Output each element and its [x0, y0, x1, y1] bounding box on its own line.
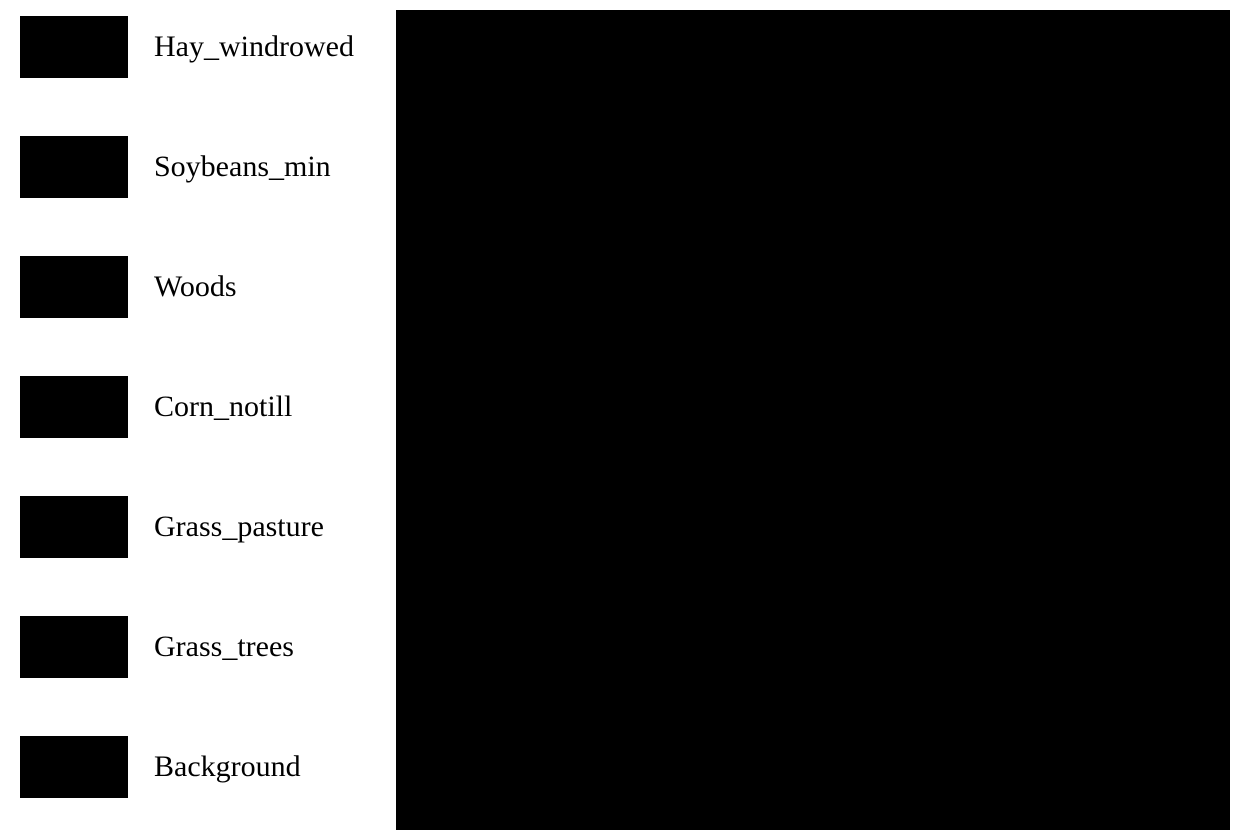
legend-label-woods: Woods [154, 270, 237, 304]
legend-label-corn-notill: Corn_notill [154, 390, 292, 424]
legend-item-corn-notill: Corn_notill [20, 376, 390, 438]
legend-label-background: Background [154, 750, 301, 784]
legend-item-hay-windrowed: Hay_windrowed [20, 16, 390, 78]
legend-label-grass-trees: Grass_trees [154, 630, 294, 664]
legend-item-background: Background [20, 736, 390, 798]
swatch-grass-trees [20, 616, 128, 678]
swatch-corn-notill [20, 376, 128, 438]
figure-container: Hay_windrowed Soybeans_min Woods Corn_no… [0, 0, 1240, 838]
legend-label-hay-windrowed: Hay_windrowed [154, 30, 354, 64]
legend-item-grass-pasture: Grass_pasture [20, 496, 390, 558]
legend-label-soybeans-min: Soybeans_min [154, 150, 331, 184]
swatch-woods [20, 256, 128, 318]
legend-label-grass-pasture: Grass_pasture [154, 510, 324, 544]
swatch-soybeans-min [20, 136, 128, 198]
swatch-grass-pasture [20, 496, 128, 558]
legend-item-grass-trees: Grass_trees [20, 616, 390, 678]
legend-item-woods: Woods [20, 256, 390, 318]
legend-item-soybeans-min: Soybeans_min [20, 136, 390, 198]
legend: Hay_windrowed Soybeans_min Woods Corn_no… [20, 10, 390, 828]
swatch-background [20, 736, 128, 798]
swatch-hay-windrowed [20, 16, 128, 78]
classification-map [396, 10, 1230, 830]
